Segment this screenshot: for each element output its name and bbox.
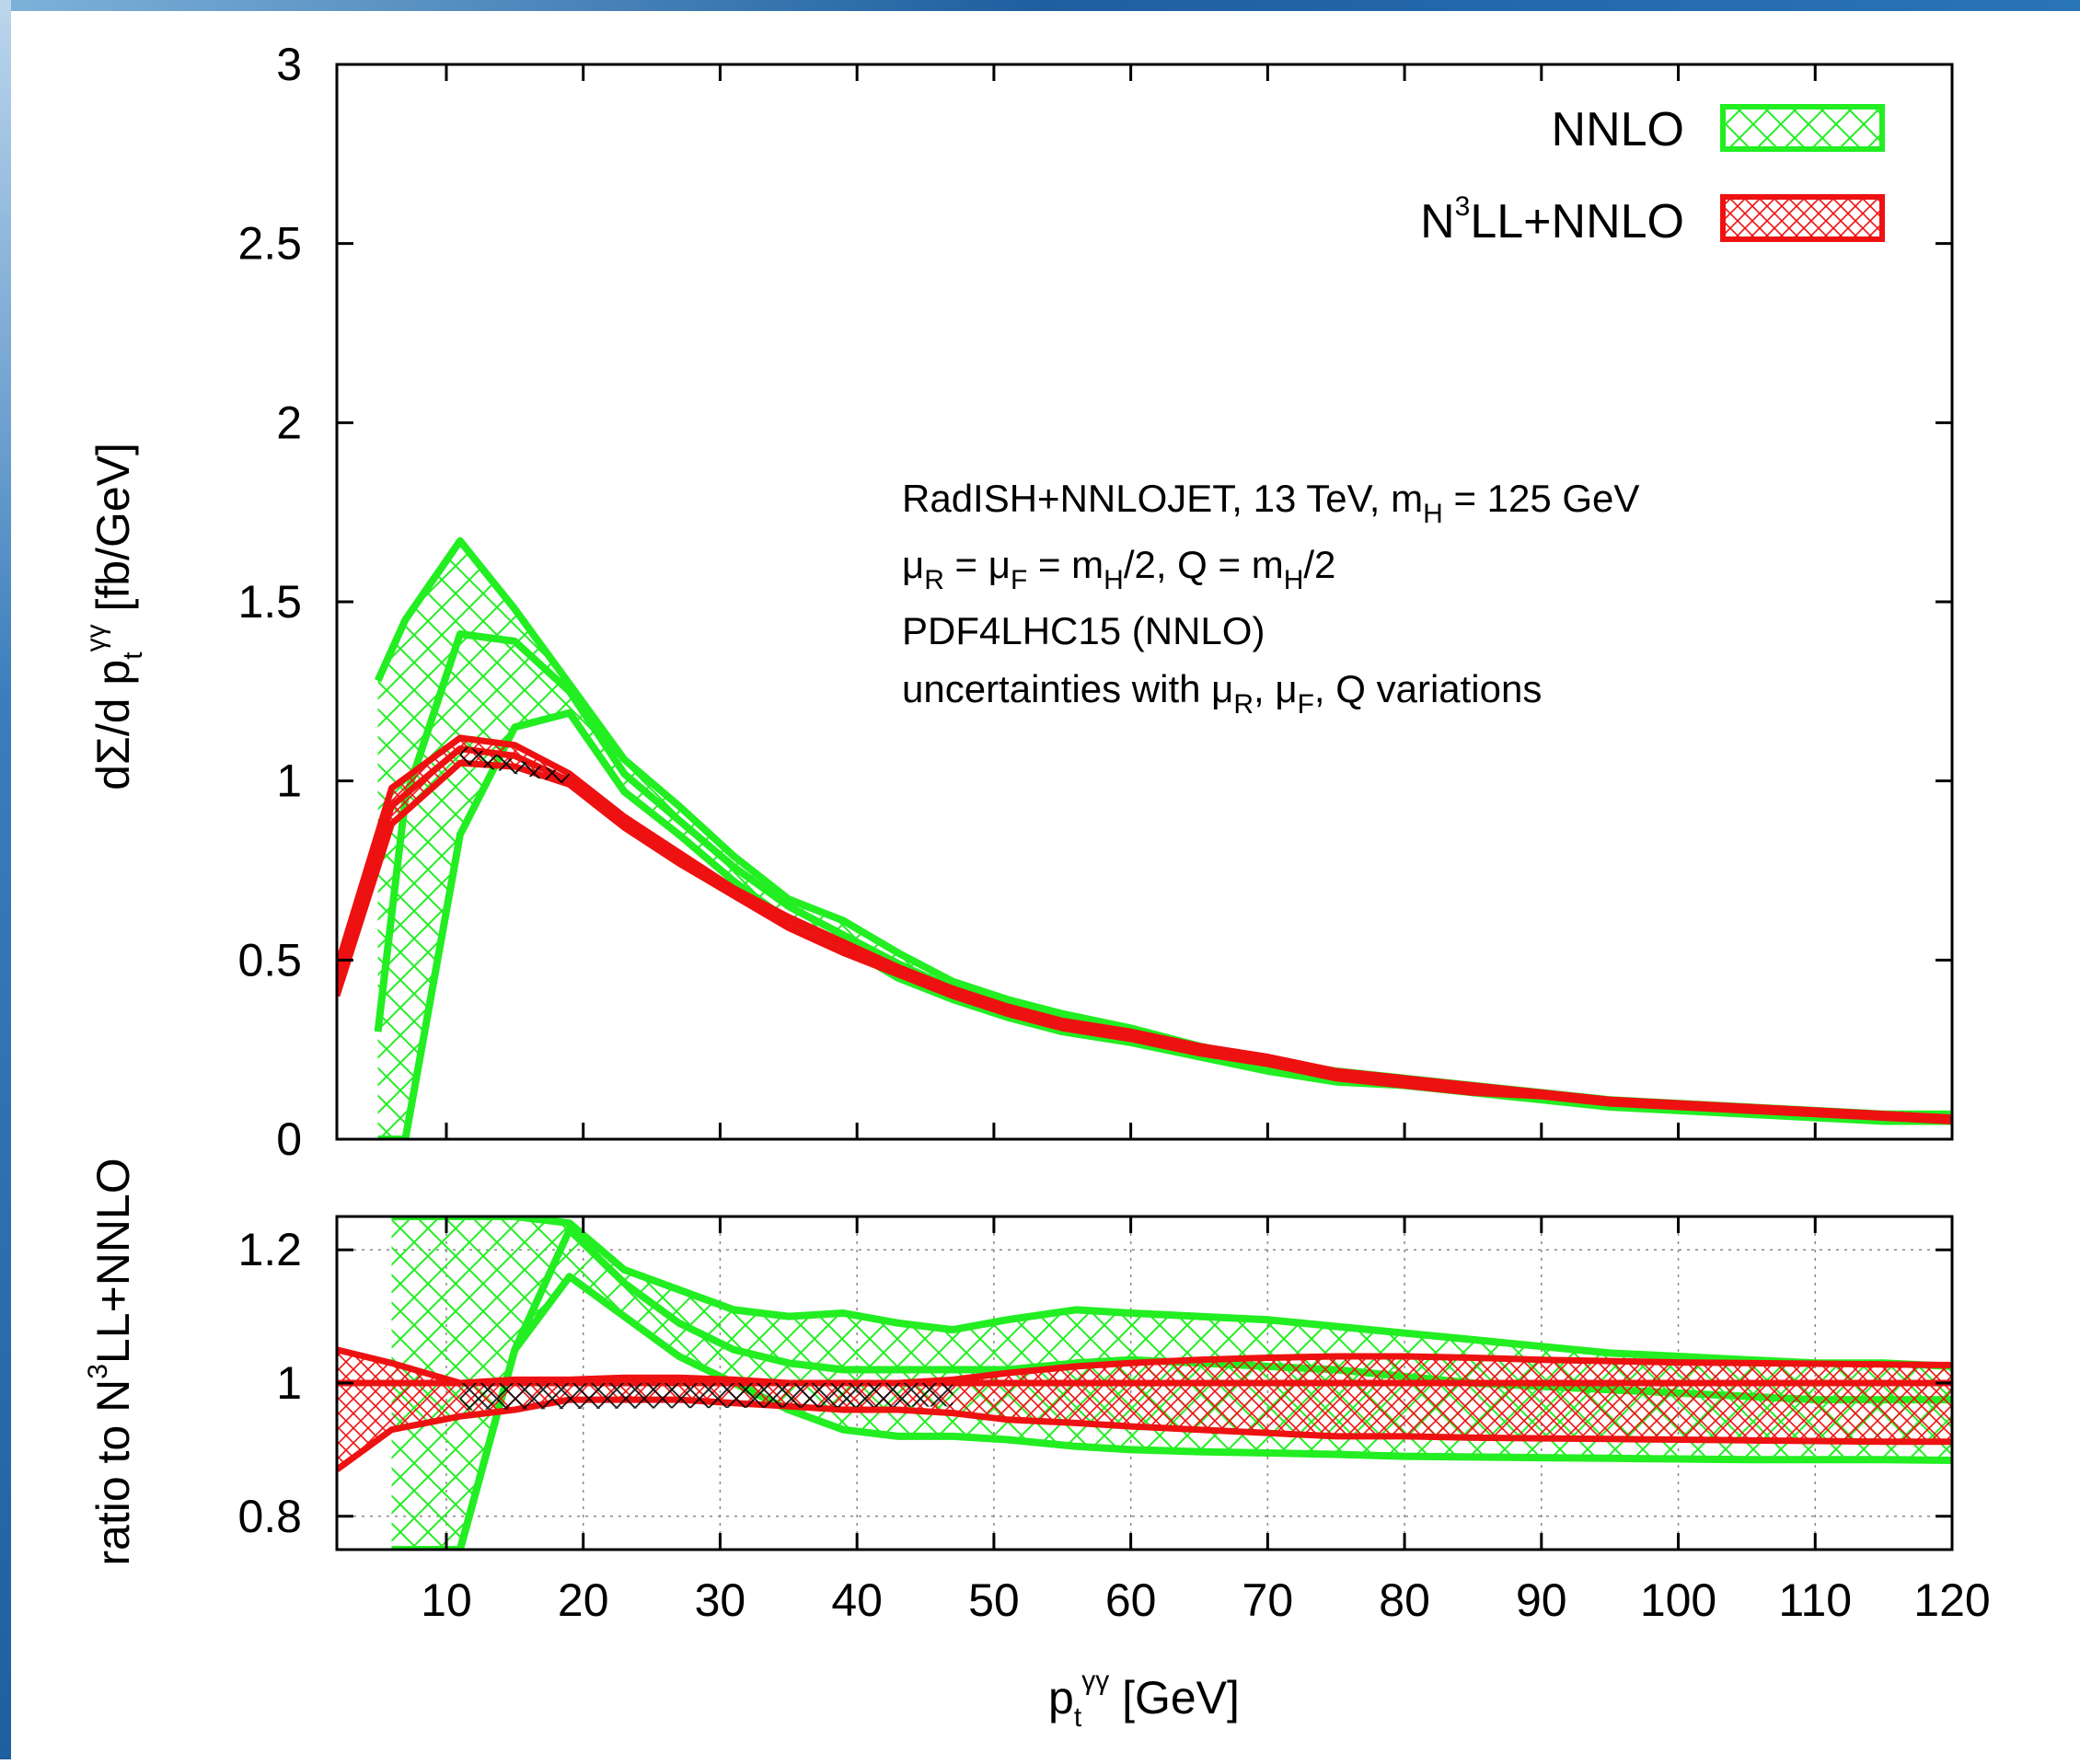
- main-y-tick-label-6: 3: [276, 39, 302, 90]
- legend-n3ll-main: N: [1420, 195, 1455, 248]
- ratio-x-tick-label-11: 120: [1913, 1574, 1990, 1626]
- legend-n3ll-sup: 3: [1455, 191, 1471, 222]
- ratio-y-tick-label-2: 1.2: [237, 1224, 302, 1275]
- ratio-y-tick-label-0: 0.8: [237, 1491, 302, 1542]
- annot2-eq2: = m: [1027, 543, 1104, 586]
- xlabel-unit: [GeV]: [1109, 1672, 1240, 1724]
- main-bands: [337, 536, 1952, 1139]
- annotation-line1: RadISH+NNLOJET, 13 TeV, mH = 125 GeV: [902, 477, 1639, 529]
- legend-swatch-n3ll: [1720, 194, 1885, 242]
- xlabel-sub: t: [1074, 1702, 1082, 1733]
- ratio-x-tick-label-1: 20: [558, 1574, 609, 1626]
- annot4-b: , μ: [1254, 667, 1298, 710]
- ratio-line-n3ll-upper: [337, 1346, 1952, 1387]
- annot2-sub4: H: [1284, 565, 1304, 595]
- annot2-sub1: R: [924, 565, 944, 595]
- legend-label-nnlo: NNLO: [1552, 103, 1684, 156]
- annot2-mu: μ: [902, 543, 924, 586]
- annot2-eq3: /2, Q = m: [1124, 543, 1284, 586]
- legend-swatch-nnlo: [1720, 104, 1885, 152]
- annot4-sub1: R: [1233, 689, 1254, 720]
- ratio-axes: 10 20 30 40 50 60 70 80 90 100 110 120 0.8 1 1.2: [237, 1215, 1991, 1626]
- ratio-x-tick-label-5: 60: [1105, 1574, 1157, 1626]
- top-border: [0, 0, 2080, 11]
- xlabel-main: p: [1048, 1672, 1074, 1724]
- annotation-line2: μR = μF = mH/2, Q = mH/2: [902, 543, 1335, 595]
- main-line-n3ll-lower: [337, 759, 1952, 1124]
- main-y-tick-label-4: 2: [276, 397, 302, 448]
- ratio-x-tick-label-2: 30: [695, 1574, 746, 1626]
- annotation: RadISH+NNLOJET, 13 TeV, mH = 125 GeV μR …: [902, 477, 1639, 720]
- ratio-bands: [337, 1216, 1952, 1550]
- annot1-b: = 125 GeV: [1443, 477, 1640, 520]
- ratio-ylabel-main: ratio to N: [87, 1379, 139, 1566]
- main-line-nnlo-lower: [377, 709, 1952, 1139]
- ratio-x-tick-label-10: 110: [1778, 1574, 1852, 1626]
- x-axis-title: pt γγ [GeV]: [1048, 1666, 1240, 1733]
- main-line-n3ll-central: [337, 745, 1952, 1122]
- ratio-band-n3ll: [337, 1349, 1952, 1470]
- ratio-x-tick-label-9: 100: [1640, 1574, 1716, 1626]
- annotation-line3: PDF4LHC15 (NNLO): [902, 609, 1265, 652]
- annot2-sub2: F: [1011, 565, 1027, 595]
- annot2-eq4: /2: [1303, 543, 1335, 586]
- annot1-sub: H: [1423, 499, 1443, 529]
- ratio-x-tick-label-6: 70: [1242, 1574, 1294, 1626]
- annot4-a: uncertainties with μ: [902, 667, 1233, 710]
- main-y-axis-title: dΣ/d ptγγ [fb/GeV]: [81, 443, 148, 790]
- ratio-y-tick-label-1: 1: [276, 1357, 302, 1409]
- main-ylabel-unit: [fb/GeV]: [87, 443, 139, 624]
- main-band-overlap: [459, 744, 570, 785]
- ratio-x-tick-label-8: 90: [1516, 1574, 1567, 1626]
- xlabel-sup: γγ: [1081, 1666, 1109, 1696]
- ratio-ylabel-rest: LL+NNLO: [87, 1158, 139, 1364]
- main-y-tick-label-0: 0: [276, 1113, 302, 1165]
- legend-n3ll-rest: LL+NNLO: [1470, 195, 1684, 248]
- ratio-y-axis-title: ratio to N3LL+NNLO: [83, 1158, 139, 1565]
- ratio-line-nnlo-upper: [391, 1216, 1952, 1370]
- legend-label-n3ll: N3LL+NNLO: [1420, 191, 1684, 248]
- main-axes: 0 0.5 1 1.5 2 2.5 3: [237, 39, 1954, 1165]
- main-band-nnlo: [377, 540, 1952, 1139]
- main-y-tick-label-1: 0.5: [237, 934, 302, 986]
- annotation-line4: uncertainties with μR, μF, Q variations: [902, 667, 1542, 720]
- ratio-ylabel-sup: 3: [83, 1364, 113, 1379]
- annot4-sub2: F: [1298, 689, 1314, 720]
- main-ylabel-sup: γγ: [81, 624, 111, 651]
- annot2-sub3: H: [1104, 565, 1124, 595]
- ratio-x-tick-label-0: 10: [421, 1574, 472, 1626]
- ratio-line-nnlo-lower: [391, 1273, 1952, 1550]
- ratio-x-tick-label-3: 40: [831, 1574, 883, 1626]
- annot2-eq1: = μ: [944, 543, 1011, 586]
- main-ylabel-sub: t: [118, 651, 148, 660]
- main-y-tick-label-2: 1: [276, 755, 302, 807]
- main-y-tick-label-3: 1.5: [237, 576, 302, 628]
- ratio-band-overlap: [459, 1383, 953, 1410]
- annot1-a: RadISH+NNLOJET, 13 TeV, m: [902, 477, 1423, 520]
- left-border: [0, 0, 11, 1759]
- main-y-tick-label-5: 2.5: [237, 218, 302, 270]
- main-plot-frame: [335, 63, 1954, 1141]
- ratio-x-tick-label-7: 80: [1379, 1574, 1430, 1626]
- ratio-x-tick-label-4: 50: [968, 1574, 1020, 1626]
- annot4-c: , Q variations: [1314, 667, 1542, 710]
- main-ylabel-main: dΣ/d p: [87, 660, 139, 790]
- legend: NNLO N3LL+NNLO: [1420, 103, 1885, 248]
